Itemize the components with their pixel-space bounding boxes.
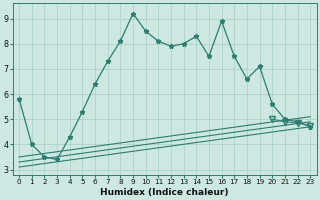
X-axis label: Humidex (Indice chaleur): Humidex (Indice chaleur) <box>100 188 229 197</box>
